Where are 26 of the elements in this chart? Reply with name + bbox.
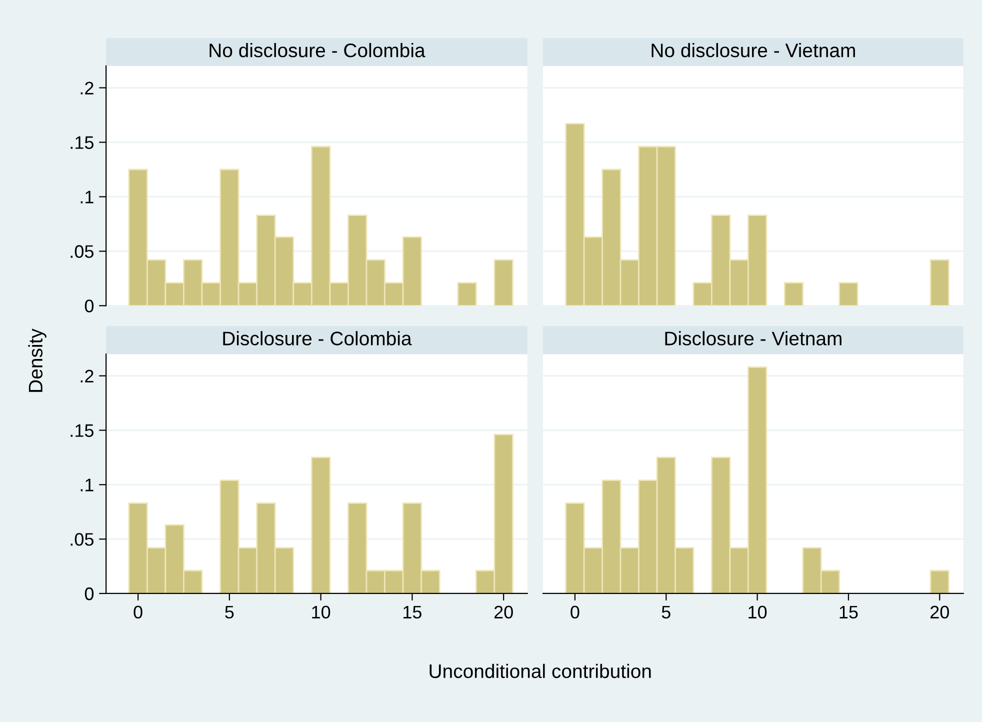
y-tick-label: .1 (80, 190, 94, 204)
x-tick-label: 0 (134, 606, 142, 619)
chart-title: Disclosure - Colombia (223, 331, 412, 346)
chart-title: No disclosure - Colombia (210, 43, 426, 58)
x-tick-label: 5 (225, 606, 234, 619)
y-tick-label: 0 (84, 587, 94, 600)
chart-title: Disclosure - Vietnam (665, 331, 842, 346)
y-tick-label: .15 (70, 424, 94, 437)
y-tick-label: .05 (70, 533, 94, 546)
x-tick-label: 0 (570, 606, 580, 619)
y-tick-label: .2 (80, 82, 94, 94)
y-tick-label: .1 (80, 478, 94, 492)
y-tick-label: .2 (80, 370, 94, 382)
x-tick-label: 15 (404, 606, 422, 619)
chart-title: No disclosure - Vietnam (652, 43, 855, 58)
x-tick-label: 10 (312, 606, 330, 619)
y-tick-label: 0 (84, 300, 94, 312)
x-tick-label: 15 (840, 606, 858, 619)
y-tick-label: .15 (70, 136, 94, 149)
x-tick-label: 20 (930, 606, 949, 619)
y-axis-title: Density (28, 328, 46, 392)
x-tick-label: 10 (748, 606, 767, 619)
x-tick-label: 5 (662, 606, 670, 619)
x-axis-title: Unconditional contribution (430, 664, 651, 678)
y-tick-label: .05 (70, 245, 94, 258)
x-tick-label: 20 (494, 606, 513, 619)
